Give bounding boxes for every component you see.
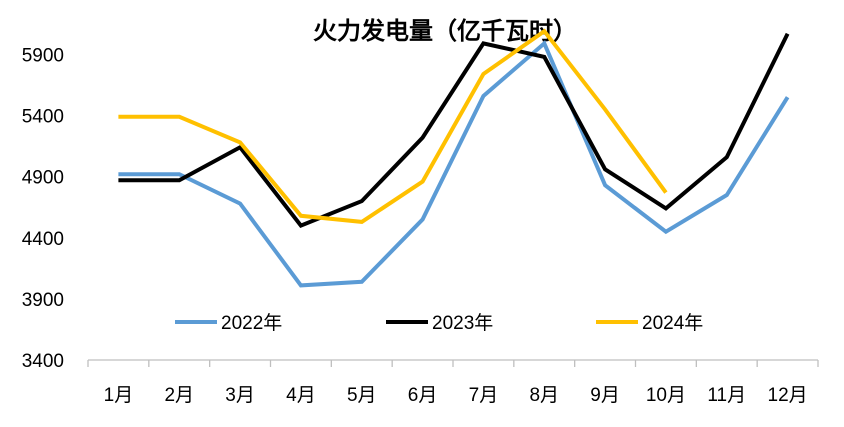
- y-tick-label: 4400: [22, 229, 64, 250]
- y-tick-label: 4900: [22, 168, 64, 189]
- x-tick-label: 10月: [646, 385, 686, 406]
- x-tick-label: 5月: [347, 385, 377, 406]
- x-tick-label: 8月: [529, 385, 559, 406]
- x-tick-label: 2月: [164, 385, 194, 406]
- x-tick-label: 9月: [590, 385, 620, 406]
- y-tick-label: 5400: [22, 107, 64, 128]
- x-tick-label: 12月: [768, 385, 808, 406]
- chart-title: 火力发电量（亿千瓦时）: [313, 17, 577, 45]
- y-tick-label: 3900: [22, 290, 64, 311]
- x-tick-label: 3月: [225, 385, 255, 406]
- series-line-2024年: [118, 28, 668, 224]
- x-tick-label: 4月: [286, 385, 316, 406]
- y-tick-label: 3400: [22, 351, 64, 372]
- legend: 2022年 2023年 2024年: [175, 312, 703, 334]
- legend-label: 2023年: [432, 312, 493, 334]
- axes: 1月 2月 3月 4月 5月 6月 7月 8月 9月 10月 11月 12月 3400 3900 4400 4…: [22, 45, 819, 406]
- series-lines: [118, 28, 790, 288]
- legend-label: 2022年: [221, 312, 282, 334]
- x-tick-label: 7月: [469, 385, 499, 406]
- y-tick-label: 5900: [22, 45, 64, 66]
- legend-label: 2024年: [642, 312, 703, 334]
- x-tick-label: 1月: [104, 385, 134, 406]
- x-tick-label: 11月: [707, 385, 746, 406]
- series-line-2022年: [118, 40, 790, 288]
- x-tick-label: 6月: [408, 385, 438, 406]
- series-line-2023年: [118, 32, 790, 229]
